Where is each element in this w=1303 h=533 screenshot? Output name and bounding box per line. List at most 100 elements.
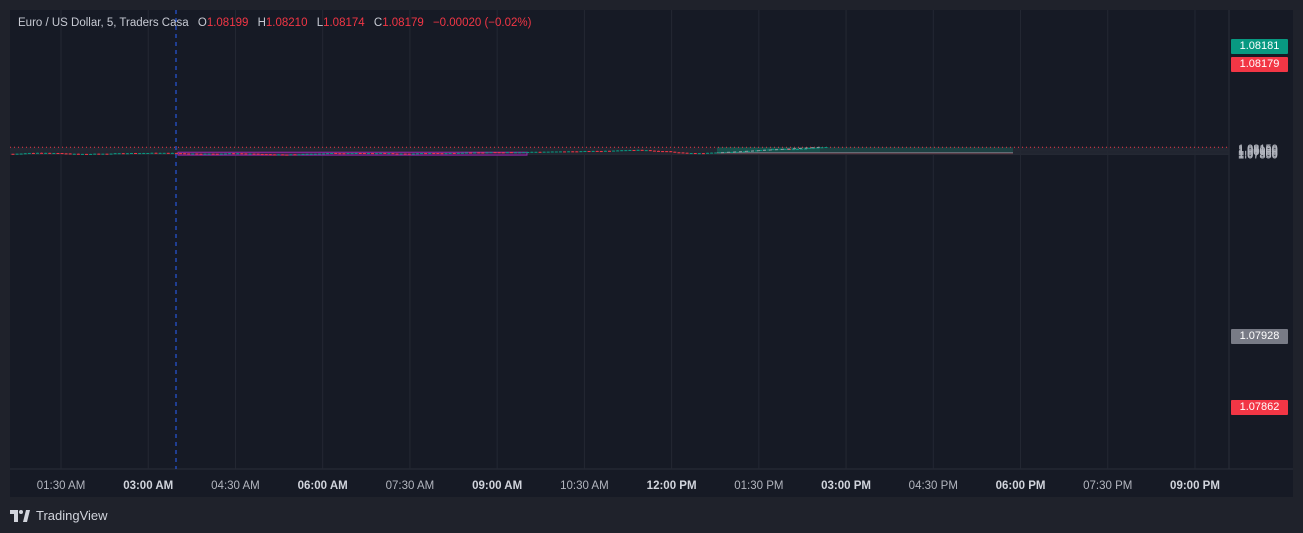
candle-body: [113, 153, 117, 155]
candle-body: [383, 152, 387, 154]
candle-body: [105, 153, 109, 155]
candle-body: [415, 153, 419, 155]
candle-body: [558, 151, 562, 153]
candle-body: [195, 153, 199, 155]
candle-body: [746, 150, 750, 152]
candle-body: [677, 152, 681, 154]
candle-body: [673, 151, 677, 153]
candle-body: [481, 152, 485, 154]
candle-body: [460, 152, 464, 154]
brand-name: TradingView: [36, 508, 108, 523]
tradingview-brand[interactable]: TradingView: [10, 508, 108, 523]
candle-body: [166, 152, 170, 154]
legend-high-label: H: [257, 17, 266, 29]
candle-body: [23, 153, 27, 155]
candle-body: [652, 150, 656, 152]
candle-body: [252, 153, 256, 155]
candle-body: [742, 151, 746, 153]
candle-body: [428, 153, 432, 155]
candle-body: [464, 152, 468, 154]
candle-body: [497, 152, 501, 154]
last-price-badge: 1.08181: [1231, 39, 1288, 54]
candle-body: [379, 152, 383, 154]
candle-body: [620, 150, 624, 152]
candle-body: [509, 152, 513, 154]
candle-body: [706, 152, 710, 154]
candle-body: [636, 149, 640, 151]
candle-body: [550, 151, 554, 153]
candle-body: [313, 153, 317, 155]
candle-body: [718, 152, 722, 154]
candle-body: [48, 152, 52, 154]
candle-body: [824, 147, 828, 149]
candle-body: [714, 152, 718, 154]
candle-body: [219, 153, 223, 155]
candle-body: [820, 147, 824, 149]
candle-body: [40, 152, 44, 154]
candle-body: [526, 151, 530, 153]
candle-body: [183, 153, 187, 155]
candle-body: [583, 151, 587, 153]
candle-body: [436, 153, 440, 155]
candle-body: [644, 150, 648, 152]
candle-body: [648, 150, 652, 152]
candle-body: [661, 151, 665, 153]
candle-body: [101, 153, 105, 155]
candle-body: [134, 153, 138, 155]
candle-body: [289, 154, 293, 156]
candle-body: [52, 153, 56, 155]
candle-body: [281, 154, 285, 156]
candle-body: [656, 150, 660, 152]
candle-body: [154, 152, 158, 154]
candle-body: [579, 151, 583, 153]
legend-symbol: Euro / US Dollar, 5, Traders Casa: [18, 17, 189, 29]
candle-body: [603, 150, 607, 152]
candle-body: [693, 153, 697, 155]
candle-body: [816, 147, 820, 149]
y-tick-label: 1.07900: [1238, 148, 1278, 160]
y-tick-label: 1.08150: [1238, 143, 1278, 155]
candle-body: [321, 153, 325, 155]
legend-close-value: 1.08179: [382, 17, 424, 29]
candle-body: [755, 150, 759, 152]
candle-body: [170, 152, 174, 154]
candle-body: [456, 152, 460, 154]
x-tick-label: 12:00 PM: [647, 480, 697, 492]
candle-body: [142, 153, 146, 155]
candle-body: [473, 152, 477, 154]
legend-low-label: L: [316, 17, 324, 29]
candle-body: [125, 153, 129, 155]
candle-body: [248, 153, 252, 155]
candle-body: [612, 150, 616, 152]
candle-body: [228, 153, 232, 155]
candle-body: [223, 153, 227, 155]
candle-body: [203, 153, 207, 155]
candle-body: [444, 153, 448, 155]
candle-body: [403, 153, 407, 155]
candle-body: [530, 151, 534, 153]
candle-body: [264, 154, 268, 156]
legend-change-value: −0.00020 (−0.02%): [432, 17, 532, 29]
candle-body: [795, 149, 799, 151]
candle-body: [375, 153, 379, 155]
candle-body: [387, 153, 391, 155]
candle-body: [174, 152, 178, 154]
candle-body: [669, 151, 673, 153]
candle-body: [440, 153, 444, 155]
candle-body: [448, 152, 452, 154]
current-price-badge: 1.08179: [1231, 57, 1288, 72]
candle-body: [522, 152, 526, 154]
x-tick-label: 03:00 PM: [821, 480, 871, 492]
x-tick-label: 01:30 AM: [37, 480, 86, 492]
candle-body: [616, 150, 620, 152]
candle-body: [514, 152, 518, 154]
x-tick-label: 01:30 PM: [734, 480, 783, 492]
candle-body: [420, 153, 424, 155]
candle-body: [68, 153, 72, 155]
candle-body: [424, 153, 428, 155]
candle-body: [338, 153, 342, 155]
legend: Euro / US Dollar, 5, Traders Casa O1.081…: [18, 17, 531, 29]
candle-body: [285, 154, 289, 156]
